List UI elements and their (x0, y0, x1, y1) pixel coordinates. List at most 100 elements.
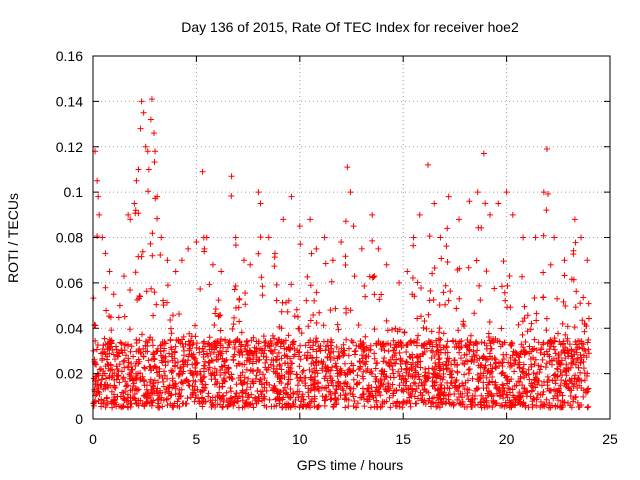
data-point (463, 351, 470, 358)
data-point (340, 347, 347, 354)
data-point (140, 109, 147, 116)
data-point (297, 241, 304, 248)
data-point (449, 399, 456, 406)
data-point (305, 339, 312, 346)
data-point (215, 297, 222, 304)
data-point (223, 389, 230, 396)
data-point (295, 394, 302, 401)
data-point (362, 293, 369, 300)
data-point (436, 391, 443, 398)
data-point (477, 297, 484, 304)
data-point (566, 341, 573, 348)
data-point (158, 394, 165, 401)
data-point (227, 388, 234, 395)
data-point (378, 370, 385, 377)
data-point (290, 338, 297, 345)
data-point (434, 344, 441, 351)
data-point (239, 397, 246, 404)
data-point (147, 240, 154, 247)
data-point (335, 326, 342, 333)
data-point (319, 393, 326, 400)
data-point (342, 392, 349, 399)
data-point (568, 359, 575, 366)
data-point (530, 370, 537, 377)
data-point (422, 366, 429, 373)
data-point (95, 193, 102, 200)
data-point (398, 376, 405, 383)
data-point (290, 389, 297, 396)
data-point (278, 308, 285, 315)
data-point (134, 386, 141, 393)
data-point (293, 306, 300, 313)
data-point (462, 342, 469, 349)
data-point (246, 401, 253, 408)
data-point (239, 361, 246, 368)
data-point (562, 368, 569, 375)
data-point (394, 399, 401, 406)
data-point (189, 391, 196, 398)
data-point (474, 347, 481, 354)
data-point (453, 305, 460, 312)
data-point (115, 314, 122, 321)
data-point (254, 388, 261, 395)
data-point (121, 357, 128, 364)
data-point (511, 382, 518, 389)
data-point (169, 367, 176, 374)
data-point (376, 296, 383, 303)
data-point (127, 348, 134, 355)
data-point (102, 250, 109, 257)
data-point (327, 375, 334, 382)
data-point (278, 325, 285, 332)
data-point (235, 348, 242, 355)
data-point (146, 336, 153, 343)
data-point (155, 400, 162, 407)
data-point (230, 402, 237, 409)
data-point (396, 382, 403, 389)
data-point (169, 375, 176, 382)
data-point (231, 343, 238, 350)
data-point (455, 394, 462, 401)
data-point (117, 393, 124, 400)
data-point (443, 366, 450, 373)
data-point (577, 300, 584, 307)
data-point (288, 360, 295, 367)
data-point (144, 399, 151, 406)
data-point (467, 332, 474, 339)
data-point (447, 288, 454, 295)
data-point (307, 317, 314, 324)
data-point (139, 248, 146, 255)
y-tick-label: 0.1 (64, 184, 84, 200)
data-point (130, 380, 137, 387)
data-point (185, 382, 192, 389)
data-point (207, 370, 214, 377)
data-point (119, 349, 126, 356)
data-point (200, 398, 207, 405)
data-point (128, 360, 135, 367)
data-point (215, 313, 222, 320)
data-point (585, 300, 592, 307)
data-point (425, 397, 432, 404)
data-point (116, 350, 123, 357)
data-point (140, 353, 147, 360)
data-point (472, 387, 479, 394)
data-point (386, 359, 393, 366)
data-point (364, 385, 371, 392)
data-point (504, 377, 511, 384)
data-point (261, 375, 268, 382)
data-point (175, 371, 182, 378)
data-point (280, 394, 287, 401)
y-tick-label: 0.06 (56, 275, 83, 291)
data-point (440, 330, 447, 337)
data-point (136, 293, 143, 300)
data-point (585, 385, 592, 392)
data-point (456, 265, 463, 272)
data-point (212, 310, 219, 317)
data-point (144, 148, 151, 155)
data-point (414, 315, 421, 322)
data-point (294, 382, 301, 389)
data-point (102, 385, 109, 392)
data-point (305, 323, 312, 330)
data-point (292, 403, 299, 410)
data-point (502, 399, 509, 406)
data-point (271, 335, 278, 342)
